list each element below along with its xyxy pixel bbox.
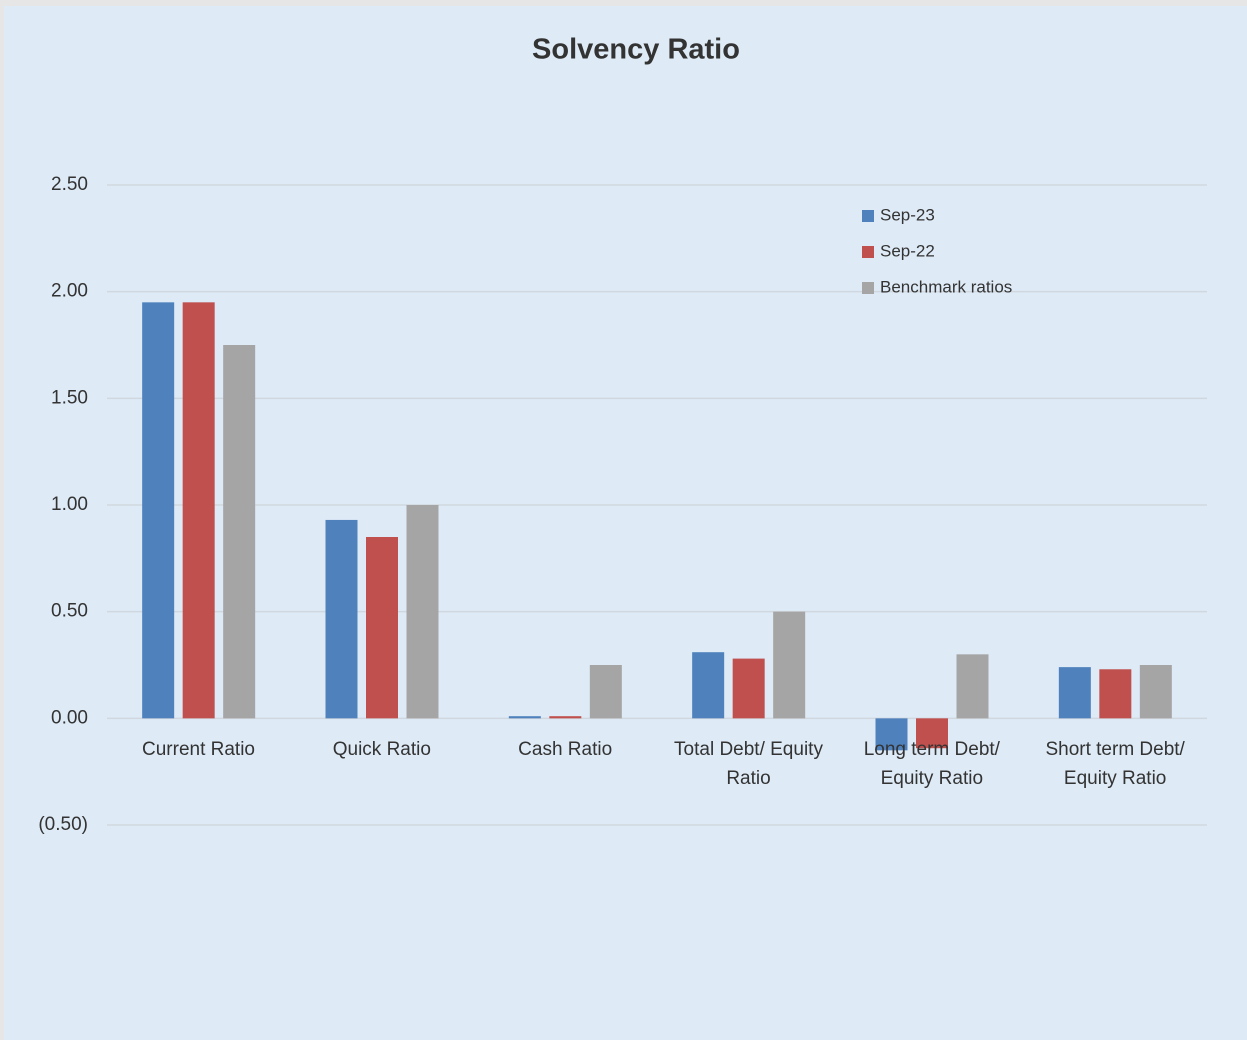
legend-swatch	[862, 246, 874, 258]
bar	[589, 665, 622, 719]
bar	[1058, 667, 1091, 719]
bar	[732, 658, 765, 719]
legend-label: Sep-22	[880, 241, 935, 260]
bar	[773, 611, 806, 719]
x-tick-label: Quick Ratio	[332, 739, 431, 761]
y-tick-label: 2.50	[51, 174, 88, 195]
legend-swatch	[862, 210, 874, 222]
y-tick-label: 1.00	[51, 494, 88, 515]
bar	[1099, 669, 1132, 719]
legend-label: Sep-23	[880, 205, 935, 224]
bar	[1139, 665, 1172, 719]
bar	[366, 537, 398, 719]
bar	[325, 519, 358, 719]
x-tick-label: Short term Debt/ Equity Ratio	[1045, 739, 1185, 790]
bar	[406, 505, 439, 719]
y-tick-label: 0.50	[51, 601, 88, 622]
legend-swatch	[862, 282, 874, 294]
chart-svg: Solvency Ratio (0.50) 0.00 0.50 1.00 1.50 2.0…	[38, 34, 1207, 835]
x-tick-label: Total Debt/ Equity Ratio	[674, 739, 823, 790]
x-tick-label: Long term Debt/ Equity Ratio	[863, 739, 1000, 790]
y-tick-label: 2.00	[51, 281, 88, 302]
bar	[223, 345, 256, 719]
bar	[692, 652, 725, 719]
x-tick-label: Current Ratio	[142, 739, 255, 761]
bar	[182, 302, 215, 719]
bar	[508, 716, 541, 719]
y-tick-label: (0.50)	[38, 814, 88, 835]
bar	[875, 718, 908, 751]
y-tick-label: 0.00	[51, 707, 88, 728]
y-tick-label: 1.50	[51, 387, 88, 408]
legend-label: Benchmark ratios	[880, 277, 1012, 296]
bar	[142, 302, 175, 719]
chart-title: Solvency Ratio	[532, 34, 740, 66]
x-tick-label: Cash Ratio	[518, 739, 613, 761]
bar	[956, 654, 989, 719]
bar	[549, 716, 582, 719]
bar	[916, 718, 948, 749]
